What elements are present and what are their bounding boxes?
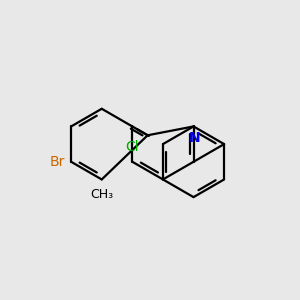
Text: CH₃: CH₃ <box>90 188 113 201</box>
Text: N: N <box>189 131 201 145</box>
Text: Cl: Cl <box>125 140 139 154</box>
Text: Br: Br <box>49 155 65 169</box>
